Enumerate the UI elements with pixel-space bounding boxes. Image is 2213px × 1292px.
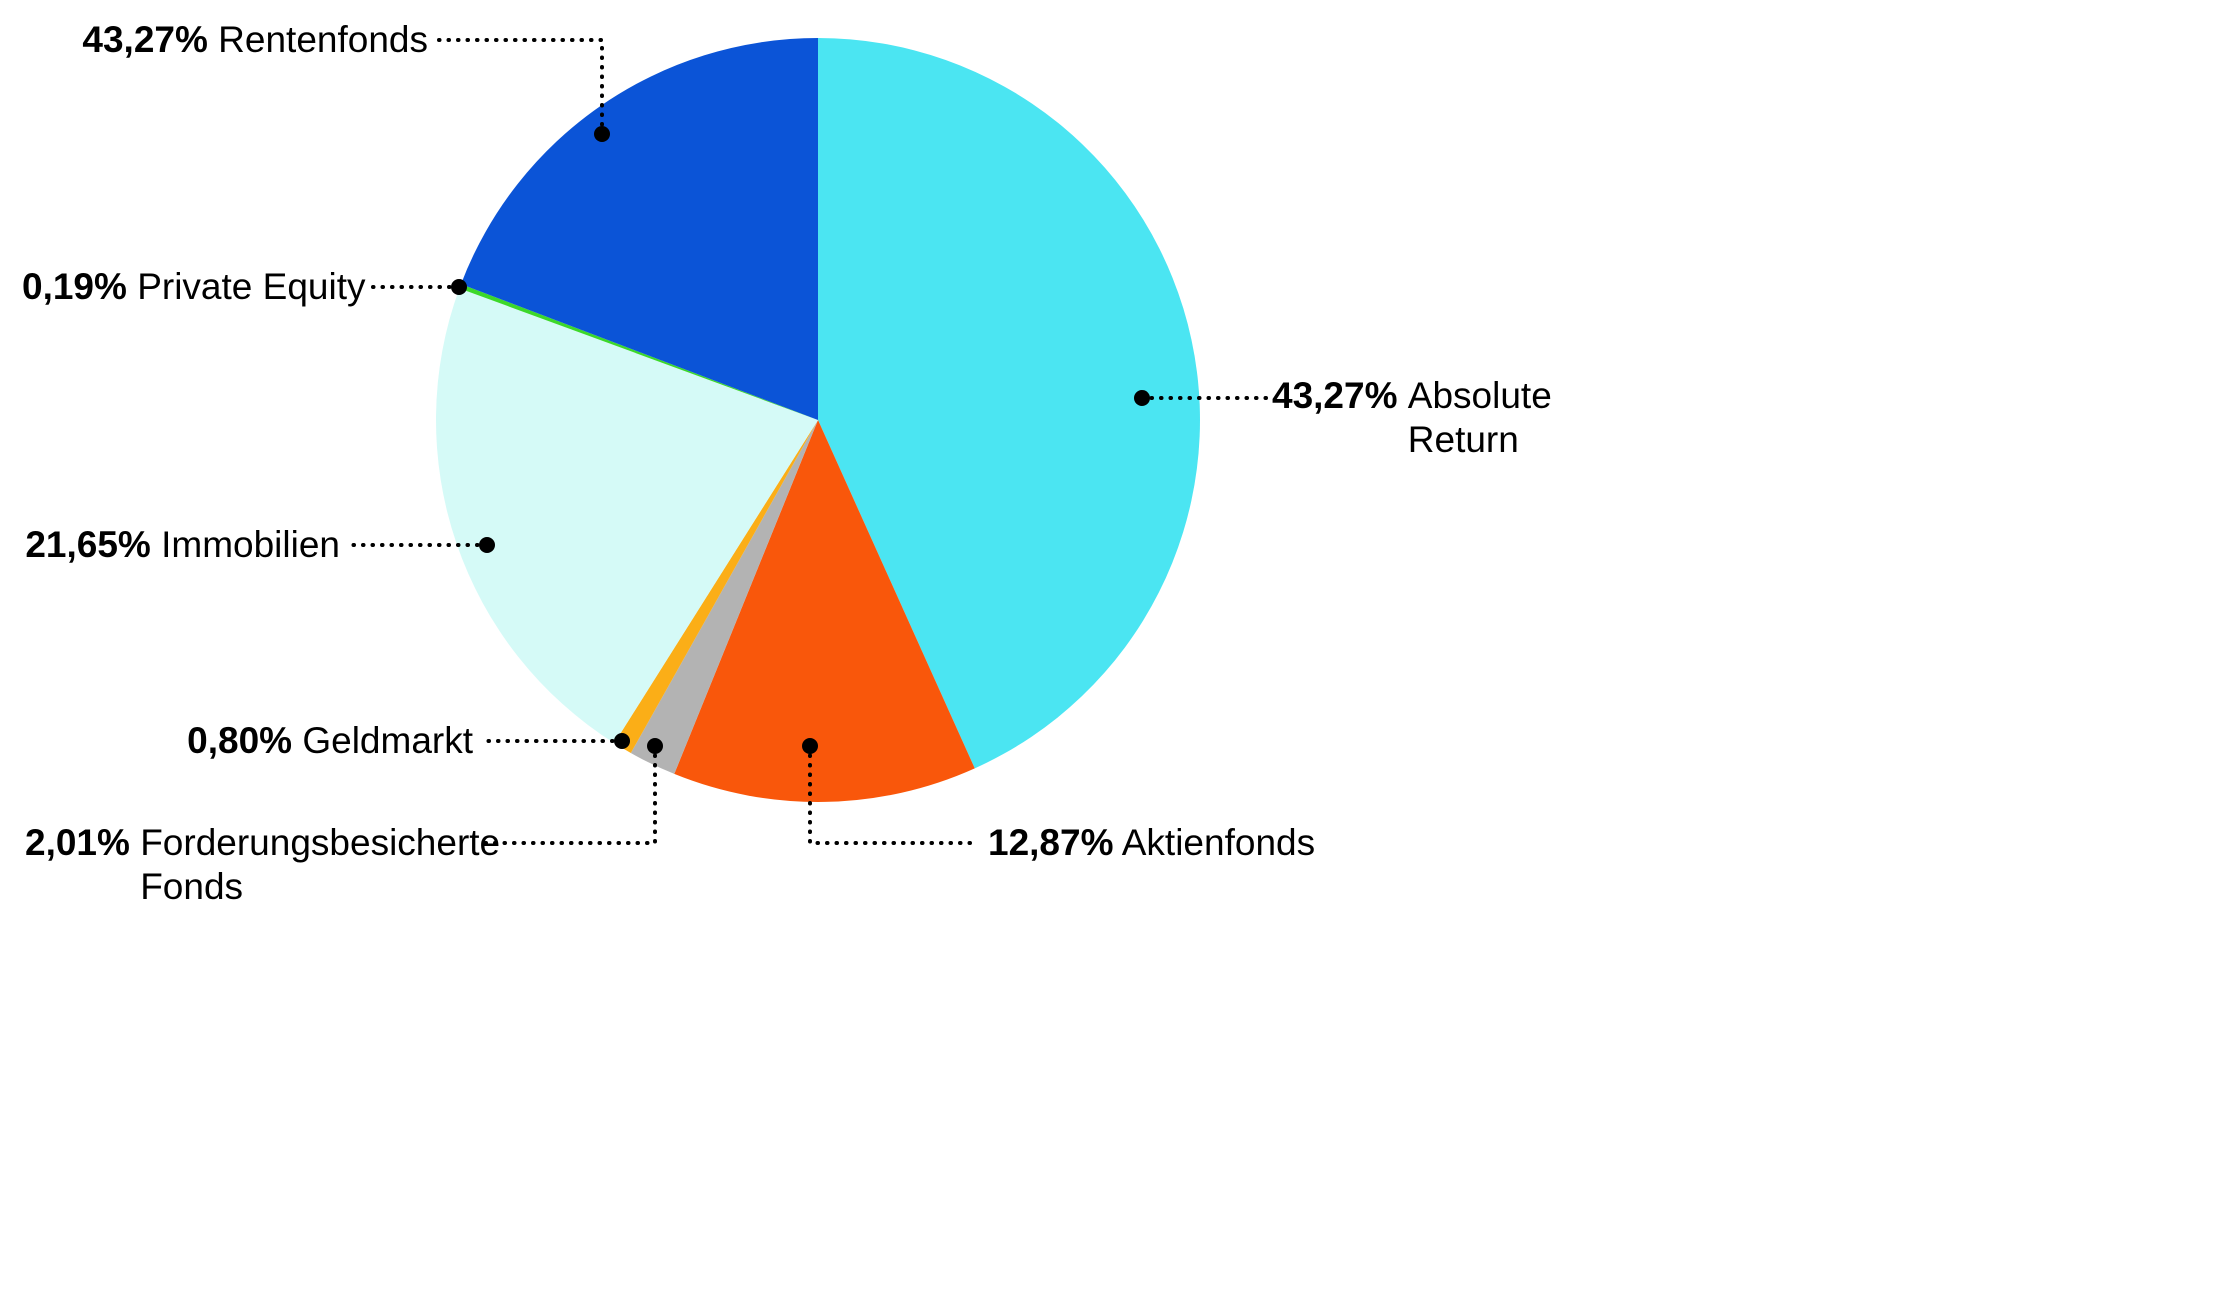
pie-slice-aktienfonds [674,420,975,802]
leader-line-forderungsbesicherte-fonds [478,744,657,845]
pie-slice-private-equity [459,284,818,420]
leader-dot-immobilien [479,537,495,553]
pie-slice-forderungsbesicherte-fonds [630,420,818,774]
leader-dot-rentenfonds [594,126,610,142]
leader-dot-private-equity [451,279,467,295]
leader-dot-geldmarkt [614,733,630,749]
leader-dot-forderungsbesicherte-fonds [647,738,663,754]
pie-slice-absolute-return [818,38,1200,769]
leader-dot-absolute-return [1134,390,1150,406]
pie-slice-rentenfonds [461,38,818,420]
leader-dot-aktienfonds [802,738,818,754]
leader-line-aktienfonds [808,744,977,845]
pie-slice-geldmarkt [614,420,818,753]
leader-line-rentenfonds [435,38,604,136]
pie-slice-immobilien [435,288,818,744]
